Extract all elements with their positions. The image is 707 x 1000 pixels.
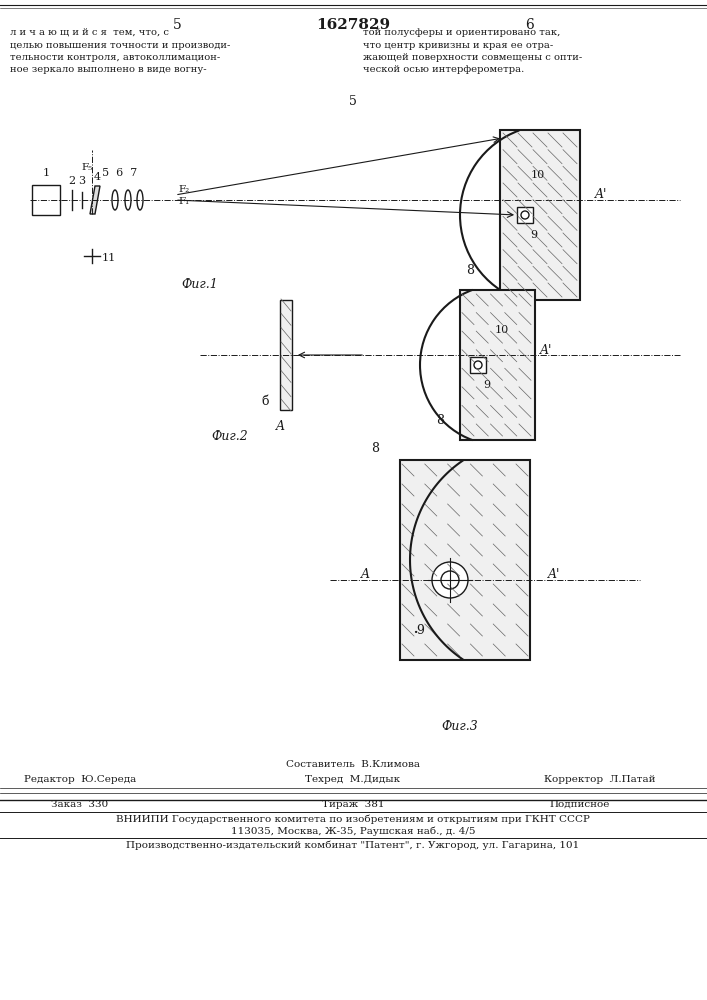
Text: б: б <box>262 395 269 408</box>
Text: 9: 9 <box>483 380 490 390</box>
Bar <box>500 130 580 300</box>
Text: 8: 8 <box>436 414 444 426</box>
Text: л и ч а ю щ и й с я  тем, что, с
целью повышения точности и производи-
тельности: л и ч а ю щ и й с я тем, что, с целью по… <box>10 28 230 75</box>
Circle shape <box>432 562 468 598</box>
Text: F₁: F₁ <box>178 198 189 207</box>
Text: Составитель  В.Климова: Составитель В.Климова <box>286 760 420 769</box>
Text: 1627829: 1627829 <box>316 18 390 32</box>
Text: Заказ  330: Заказ 330 <box>52 800 109 809</box>
Text: F₂: F₂ <box>178 186 189 194</box>
Text: 11: 11 <box>102 253 116 263</box>
Text: 2: 2 <box>69 176 76 186</box>
Text: 8: 8 <box>371 442 379 455</box>
Bar <box>32 185 60 215</box>
Text: Производственно-издательский комбинат "Патент", г. Ужгород, ул. Гагарина, 101: Производственно-издательский комбинат "П… <box>127 841 580 850</box>
Text: 5  6  7: 5 6 7 <box>103 168 138 178</box>
Text: 1: 1 <box>42 168 49 178</box>
Text: Фиг.3: Фиг.3 <box>442 720 479 733</box>
Bar <box>470 357 486 373</box>
Bar <box>517 207 533 223</box>
Text: 10: 10 <box>495 325 509 335</box>
Text: F₅: F₅ <box>81 163 93 172</box>
Text: 9: 9 <box>416 624 424 637</box>
Text: A': A' <box>595 188 607 202</box>
Text: Фиг.1: Фиг.1 <box>182 278 218 291</box>
Bar <box>400 460 530 660</box>
Text: 5: 5 <box>173 18 182 32</box>
Text: 5: 5 <box>349 95 357 108</box>
Text: 113035, Москва, Ж-35, Раушская наб., д. 4/5: 113035, Москва, Ж-35, Раушская наб., д. … <box>230 827 475 836</box>
Text: 4: 4 <box>93 172 100 182</box>
Text: A': A' <box>548 568 561 582</box>
Text: A: A <box>276 420 284 433</box>
Text: .: . <box>412 619 418 637</box>
Text: 6: 6 <box>525 18 534 32</box>
Polygon shape <box>90 186 100 214</box>
Text: ВНИИПИ Государственного комитета по изобретениям и открытиям при ГКНТ СССР: ВНИИПИ Государственного комитета по изоб… <box>116 815 590 824</box>
Text: A': A' <box>540 344 552 357</box>
Text: Подписное: Подписное <box>550 800 610 809</box>
Text: Корректор  Л.Патай: Корректор Л.Патай <box>544 775 656 784</box>
Text: Фиг.2: Фиг.2 <box>211 430 248 443</box>
Text: A: A <box>361 568 370 582</box>
Text: 3: 3 <box>78 176 86 186</box>
Bar <box>460 290 535 440</box>
Text: 10: 10 <box>531 170 545 180</box>
Text: Тираж  381: Тираж 381 <box>322 800 384 809</box>
Text: Редактор  Ю.Середа: Редактор Ю.Середа <box>24 775 136 784</box>
Text: той полусферы и ориентировано так,
что центр кривизны и края ее отра-
жающей пов: той полусферы и ориентировано так, что ц… <box>363 28 583 75</box>
Text: 9: 9 <box>530 230 537 240</box>
Text: Техред  М.Дидык: Техред М.Дидык <box>305 775 401 784</box>
Bar <box>280 300 292 410</box>
Text: 8: 8 <box>466 263 474 276</box>
